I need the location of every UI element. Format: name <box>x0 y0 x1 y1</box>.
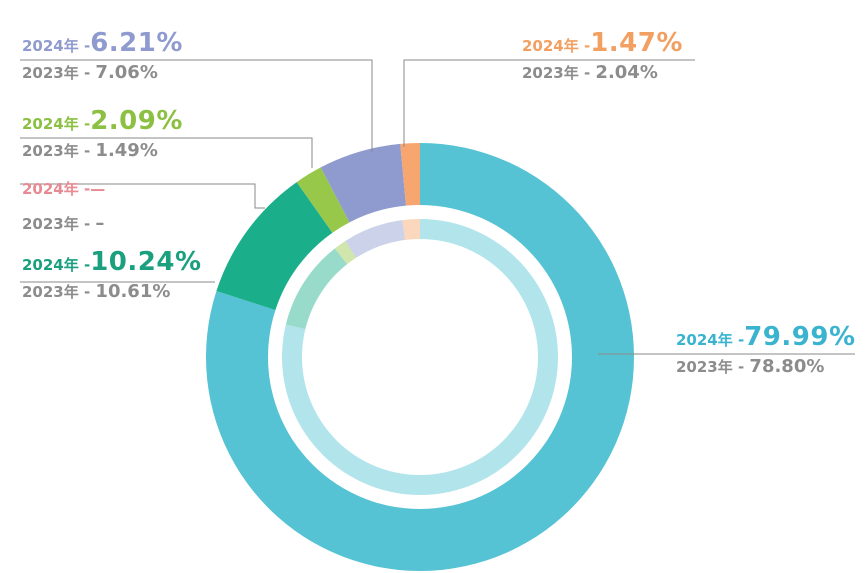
watermark-text: 雪球：清欢逆旅 <box>681 537 843 562</box>
outer-slice-dark-green <box>216 182 333 311</box>
label-red-value-2023: – <box>95 213 105 234</box>
label-red-value-2024: — <box>90 180 106 198</box>
outer-slice-orange <box>400 143 420 206</box>
label-orange-value-2024: 1.47% <box>590 28 683 58</box>
label-dark-green: 2024年 - 10.24% 2023年 - 10.61% <box>22 247 202 302</box>
label-teal-value-2023: 78.80% <box>749 356 825 377</box>
label-dark-green-value-2023: 10.61% <box>95 281 171 302</box>
label-light-green-value-2024: 2.09% <box>90 106 183 136</box>
label-teal-year-2023: 2023年 - <box>676 358 750 376</box>
inner-slice-dark-green <box>285 248 355 332</box>
label-light-green-year-2023: 2023年 - <box>22 142 96 160</box>
leader-orange <box>403 59 695 147</box>
label-lavender-value-2023: 7.06% <box>95 62 158 83</box>
label-lavender-year-2023: 2023年 - <box>22 64 96 82</box>
watermark: ✕ 雪球：清欢逆旅 <box>645 531 843 563</box>
leader-light-green <box>20 137 313 168</box>
leader-lavender <box>20 59 373 152</box>
label-red: 2024年 - — 2023年 - – <box>22 178 105 234</box>
outer-ring-2024 <box>205 143 634 571</box>
label-teal: 2024年 - 79.99% 2023年 - 78.80% <box>676 322 856 377</box>
outer-slice-light-green <box>296 167 350 233</box>
label-lavender-year-2024: 2024年 - <box>22 37 91 55</box>
label-light-green: 2024年 - 2.09% 2023年 - 1.49% <box>22 106 183 161</box>
label-dark-green-year-2024: 2024年 - <box>22 256 91 274</box>
leader-red <box>20 183 265 209</box>
label-orange: 2024年 - 1.47% 2023年 - 2.04% <box>522 28 683 83</box>
label-dark-green-value-2024: 10.24% <box>90 247 202 277</box>
outer-slice-lavender <box>320 143 406 223</box>
label-orange-value-2023: 2.04% <box>595 62 658 83</box>
leader-lines <box>20 59 855 355</box>
label-orange-year-2024: 2024年 - <box>522 37 591 55</box>
label-red-year-2024: 2024年 - <box>22 180 91 198</box>
label-dark-green-year-2023: 2023年 - <box>22 283 96 301</box>
donut-hole <box>302 239 538 475</box>
watermark-logo-icon: ✕ <box>645 532 676 562</box>
label-lavender: 2024年 - 6.21% 2023年 - 7.06% <box>22 28 183 83</box>
label-red-year-2023: 2023年 - <box>22 215 96 233</box>
label-lavender-value-2024: 6.21% <box>90 28 183 58</box>
label-teal-value-2024: 79.99% <box>744 322 856 352</box>
label-light-green-value-2023: 1.49% <box>95 140 158 161</box>
label-light-green-year-2024: 2024年 - <box>22 115 91 133</box>
label-orange-year-2023: 2023年 - <box>522 64 596 82</box>
label-teal-year-2024: 2024年 - <box>676 331 745 349</box>
